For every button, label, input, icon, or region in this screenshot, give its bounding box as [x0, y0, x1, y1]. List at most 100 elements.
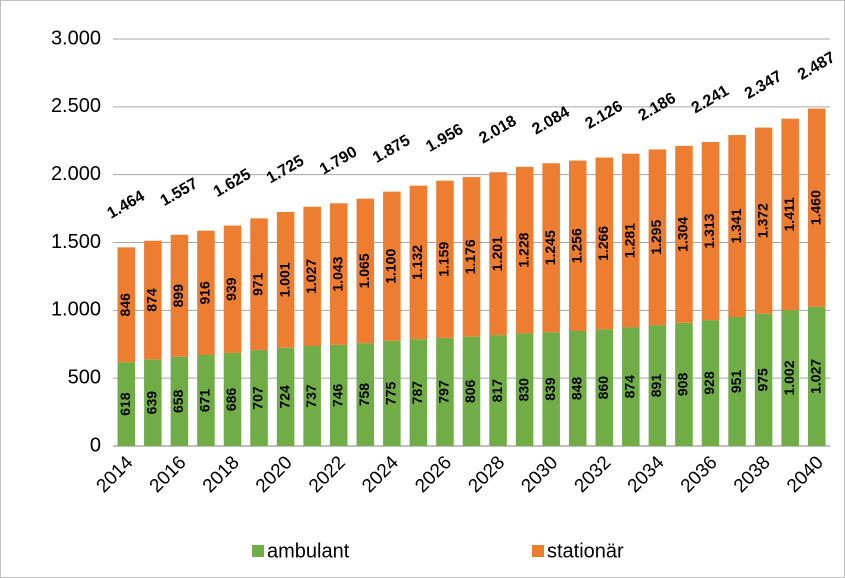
bar-segment — [170, 356, 189, 446]
bar-segment — [675, 322, 693, 446]
bar-segment — [329, 344, 348, 446]
bar-segment — [781, 118, 799, 311]
bar-segment — [807, 108, 826, 307]
bar-segment — [489, 335, 507, 446]
value-label: 899 — [170, 284, 186, 308]
y-tick-label: 0 — [90, 434, 101, 456]
value-label: 1.159 — [436, 242, 452, 277]
value-label: 797 — [436, 380, 452, 404]
bar-segment — [223, 225, 242, 353]
bar-segment — [462, 177, 481, 337]
value-label: 1.266 — [595, 226, 611, 261]
bar-segment — [276, 347, 295, 446]
value-label: 830 — [515, 378, 531, 402]
y-tick-label: 2.000 — [51, 163, 101, 185]
value-label: 839 — [542, 377, 558, 401]
value-label: 1.065 — [356, 253, 372, 288]
value-label: 817 — [489, 379, 505, 403]
value-label: 1.027 — [303, 259, 319, 294]
bar-segment — [409, 339, 428, 446]
value-label: 1.295 — [648, 220, 664, 255]
bar-segment — [622, 327, 640, 446]
value-label: 846 — [117, 293, 133, 317]
bar-segment — [170, 234, 189, 357]
value-label: 975 — [754, 368, 770, 392]
value-label: 658 — [170, 389, 186, 413]
bar-segment — [329, 203, 348, 345]
value-label: 806 — [462, 379, 478, 403]
value-label: 1.313 — [701, 213, 717, 248]
value-label: 671 — [197, 389, 213, 413]
y-tick-label: 500 — [68, 366, 101, 388]
bar-segment — [383, 340, 401, 446]
bar-segment — [356, 198, 375, 344]
bar-segment — [515, 333, 534, 446]
value-label: 971 — [250, 272, 266, 296]
value-label: 848 — [568, 377, 584, 401]
value-label: 775 — [383, 382, 399, 406]
bar-segment — [303, 346, 321, 446]
bar-segment — [197, 354, 215, 446]
value-label: 951 — [728, 370, 744, 394]
value-label: 639 — [144, 391, 160, 415]
value-label: 686 — [223, 388, 239, 412]
value-label: 1.001 — [276, 262, 292, 297]
value-label: 1.002 — [781, 360, 797, 395]
bar-segment — [542, 332, 560, 446]
bar-segment — [276, 211, 295, 348]
bar-segment — [701, 141, 720, 321]
bar-segment — [356, 343, 375, 446]
value-label: 1.245 — [542, 230, 558, 265]
value-label: 1.176 — [462, 239, 478, 274]
value-label: 1.341 — [728, 208, 744, 243]
value-label: 724 — [276, 385, 292, 409]
value-label: 1.228 — [515, 232, 531, 267]
bar-segment — [489, 172, 507, 336]
bar-segment — [117, 247, 136, 363]
bar-segment — [436, 180, 454, 338]
bar-segment — [675, 145, 693, 323]
y-tick-label: 3.000 — [51, 27, 101, 49]
value-label: 1.372 — [754, 203, 770, 238]
value-label: 1.100 — [383, 249, 399, 284]
value-label: 758 — [356, 383, 372, 407]
value-label: 737 — [303, 384, 319, 408]
bar-segment — [436, 337, 454, 446]
bar-segment — [807, 306, 826, 446]
y-tick-label: 1.000 — [51, 299, 101, 321]
value-label: 1.201 — [489, 236, 505, 271]
value-label: 746 — [329, 384, 345, 408]
value-label: 908 — [675, 373, 691, 397]
value-label: 1.460 — [807, 190, 823, 225]
value-label: 874 — [144, 288, 160, 312]
value-label: 1.304 — [675, 217, 691, 252]
legend-swatch — [532, 545, 544, 557]
value-label: 891 — [648, 374, 664, 398]
value-label: 618 — [117, 392, 133, 416]
bar-segment — [144, 240, 162, 360]
y-tick-label: 2.500 — [51, 95, 101, 117]
value-label: 787 — [409, 381, 425, 405]
bar-segment — [754, 127, 773, 314]
y-tick-label: 1.500 — [51, 231, 101, 253]
bar-segment — [701, 320, 720, 446]
value-label: 1.281 — [622, 223, 638, 258]
bar-segment — [648, 325, 667, 446]
value-label: 1.411 — [781, 197, 797, 231]
bar-segment — [595, 157, 614, 330]
bar-segment — [728, 135, 746, 317]
bar-segment — [568, 330, 587, 446]
bar-segment — [462, 336, 481, 446]
value-label: 1.027 — [807, 359, 823, 394]
bar-segment — [781, 310, 799, 446]
bar-segment — [197, 230, 215, 355]
bar-segment — [303, 206, 321, 347]
value-label: 860 — [595, 376, 611, 400]
legend-label: ambulant — [267, 540, 350, 562]
value-label: 1.132 — [409, 245, 425, 280]
value-label: 1.043 — [329, 256, 345, 291]
bar-segment — [728, 316, 746, 446]
bar-segment — [648, 149, 667, 326]
bar-segment — [754, 313, 773, 446]
